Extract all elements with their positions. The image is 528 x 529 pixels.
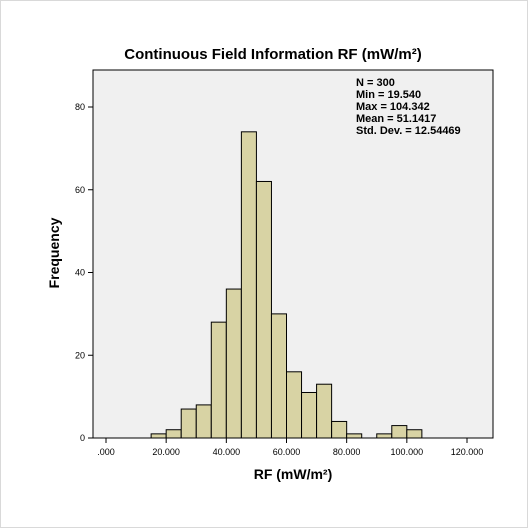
histogram-bar (240, 131, 257, 439)
y-tick-label: 60 (75, 185, 85, 195)
histogram-bar (331, 420, 348, 439)
x-tick-label: 60.000 (273, 447, 301, 457)
histogram-bar (286, 371, 303, 439)
stat-line: Mean = 51.1417 (356, 113, 436, 125)
stat-line: Std. Dev. = 12.54469 (356, 125, 461, 137)
histogram-bar (376, 433, 393, 439)
y-tick-label: 40 (75, 268, 85, 278)
histogram-bar (301, 391, 318, 439)
x-tick-label: .000 (97, 447, 115, 457)
stat-line: N = 300 (356, 77, 395, 89)
y-tick-label: 20 (75, 350, 85, 360)
x-tick-label: 100.000 (391, 447, 424, 457)
histogram-bar (406, 429, 423, 439)
histogram-bar (391, 425, 408, 439)
histogram-bar (210, 321, 227, 439)
stat-line: Max = 104.342 (356, 101, 430, 113)
histogram-bar (270, 313, 287, 439)
stat-line: Min = 19.540 (356, 89, 421, 101)
histogram-bar (346, 433, 363, 439)
x-axis-ticks: .000 20.000 40.000 60.000 80.000 100.000 120.0… (97, 438, 483, 457)
histogram-bar (180, 408, 197, 439)
chart-title: Continuous Field Information RF (mW/m²) (124, 46, 421, 63)
y-axis-ticks: 0 20 40 60 80 (75, 102, 93, 443)
x-tick-label: 20.000 (152, 447, 180, 457)
y-tick-label: 0 (80, 433, 85, 443)
histogram-bar (150, 433, 167, 439)
histogram-bar (195, 404, 212, 439)
histogram-bar (316, 383, 333, 439)
x-axis-label: RF (mW/m²) (254, 466, 333, 482)
histogram-bar (165, 429, 182, 439)
x-tick-label: 120.000 (451, 447, 484, 457)
histogram-bar (255, 180, 272, 439)
y-axis-label: Frequency (46, 217, 62, 288)
y-tick-label: 80 (75, 102, 85, 112)
x-tick-label: 40.000 (213, 447, 241, 457)
x-tick-label: 80.000 (333, 447, 361, 457)
histogram-bars (150, 131, 423, 439)
histogram-bar (225, 288, 242, 439)
